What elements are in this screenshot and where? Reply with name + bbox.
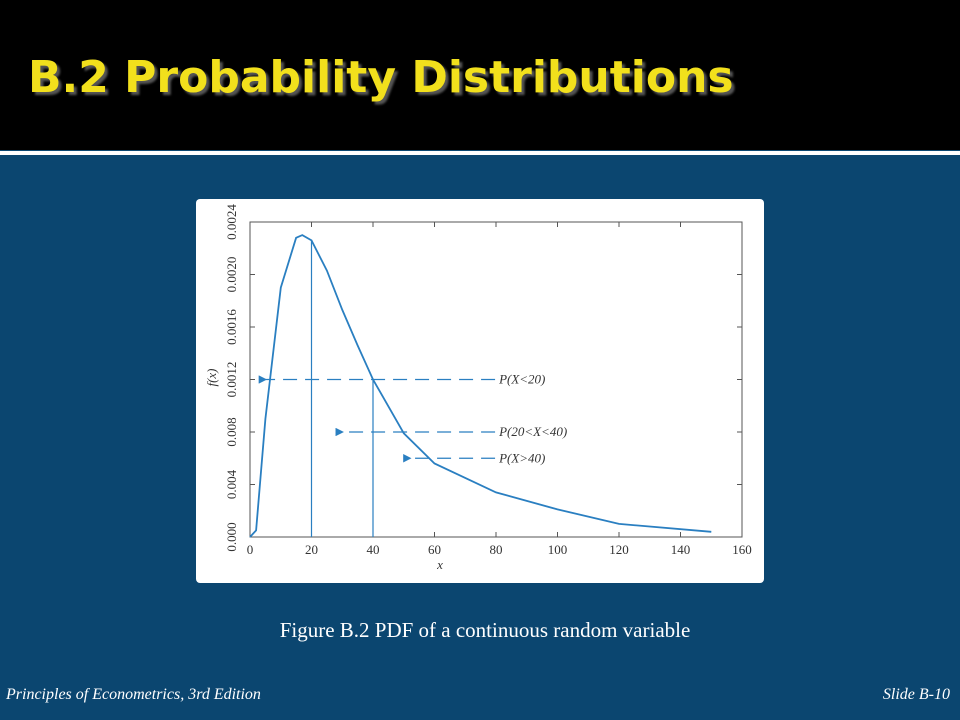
x-tick-label: 140 [671, 542, 691, 557]
y-tick-label: 0.0016 [224, 309, 239, 345]
header-rule [0, 151, 960, 155]
footer-left: Principles of Econometrics, 3rd Edition [6, 686, 261, 703]
footer-right: Slide B-10 [882, 686, 950, 703]
header [0, 0, 960, 150]
y-tick-label: 0.008 [224, 417, 239, 446]
y-tick-label: 0.0024 [224, 204, 239, 240]
x-tick-label: 60 [428, 542, 441, 557]
x-tick-label: 160 [732, 542, 752, 557]
y-tick-label: 0.004 [224, 469, 239, 499]
slide-title: B.2 Probability Distributions [28, 52, 734, 103]
x-tick-label: 40 [367, 542, 380, 557]
x-axis-label: x [436, 557, 443, 572]
y-axis-label: f(x) [204, 368, 219, 386]
chart-background [196, 199, 764, 583]
y-tick-label: 0.000 [224, 522, 239, 551]
chart: 0 20 40 60 80 100 120 140 160 0.000 0.004 0.008 0.00… [196, 199, 764, 583]
annotation-label: P(20<X<40) [498, 424, 567, 439]
caption: Figure B.2 PDF of a continuous random va… [279, 618, 691, 642]
annotation-label: P(X<20) [498, 372, 545, 387]
x-tick-label: 120 [609, 542, 629, 557]
x-tick-label: 100 [548, 542, 568, 557]
x-tick-label: 0 [247, 542, 254, 557]
x-tick-label: 80 [490, 542, 503, 557]
x-tick-label: 20 [305, 542, 318, 557]
y-tick-label: 0.0020 [224, 257, 239, 293]
y-tick-label: 0.0012 [224, 362, 239, 398]
annotation-label: P(X>40) [498, 450, 545, 465]
pdf-curve [249, 234, 712, 538]
